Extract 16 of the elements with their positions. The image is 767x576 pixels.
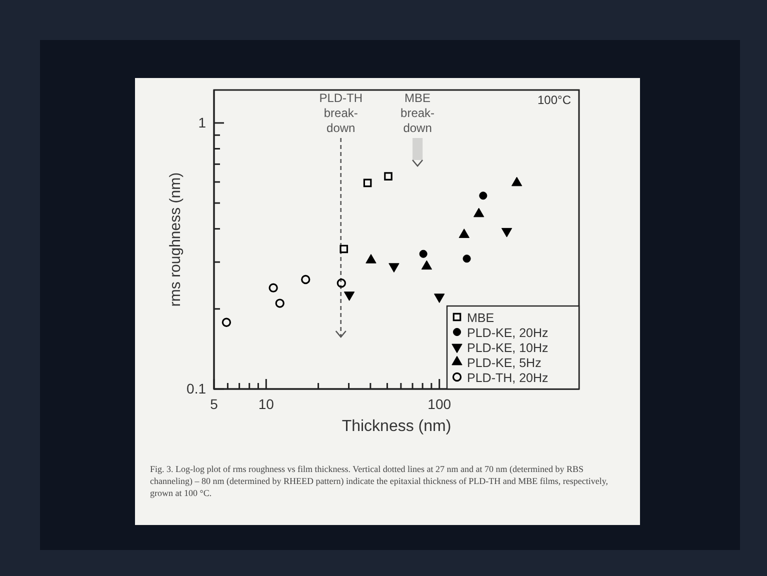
legend-label: PLD-KE, 5Hz xyxy=(467,356,542,370)
caption: Fig. 3. Log-log plot of rms roughness vs film thickness. Vertical dotted lines at 27 nm and at 70 nm (determined by RBS channeling) – 80 nm (determined by RHEED pattern) indicate the epitaxial thickness of PLD-TH and MBE films, respectively, grown at 100 °C. xyxy=(150,464,608,498)
y-tick-label: 1 xyxy=(198,114,206,130)
x-axis-title: Thickness (nm) xyxy=(342,418,452,435)
legend-label: PLD-TH, 20Hz xyxy=(467,371,548,385)
annotation: 100°C xyxy=(538,93,572,107)
x-tick-label: 5 xyxy=(210,396,218,412)
legend-label: PLD-KE, 20Hz xyxy=(467,326,548,340)
x-tick-label: 100 xyxy=(428,396,452,412)
legend-label: PLD-KE, 10Hz xyxy=(467,341,548,355)
band-label: MBE break- down xyxy=(400,91,435,135)
ref-line-label: PLD-TH break- down xyxy=(319,91,363,135)
x-tick-label: 10 xyxy=(258,396,274,412)
y-axis-title: rms roughness (nm) xyxy=(167,172,184,307)
y-tick-label: 0.1 xyxy=(186,380,206,396)
legend-label: MBE xyxy=(467,311,494,325)
